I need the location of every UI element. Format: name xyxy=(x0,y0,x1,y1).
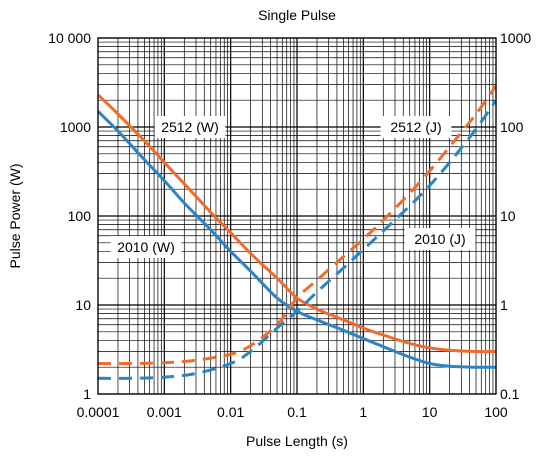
series-line-2512-j xyxy=(97,84,498,366)
annotations: 2512 (W) 2512 (J) 2010 (W) 2010 (J) xyxy=(110,116,476,258)
series-layer xyxy=(96,84,498,380)
annotation-box xyxy=(154,116,226,138)
x-tick-labels: 0.0001 0.001 0.01 0.1 1 10 100 xyxy=(77,404,508,420)
y2-tick-label: 1000 xyxy=(500,30,531,46)
y-tick-label: 1 xyxy=(83,386,91,402)
chart-title: Single Pulse xyxy=(258,7,336,23)
y2-tick-label: 100 xyxy=(500,119,524,135)
x-tick-label: 0.0001 xyxy=(77,404,120,420)
annotation-label: 2010 (J) xyxy=(414,231,465,247)
y2-tick-label: 1 xyxy=(500,297,508,313)
y-tick-label: 1000 xyxy=(60,119,91,135)
plot-frame xyxy=(97,37,497,395)
y2-tick-label: 10 xyxy=(500,208,516,224)
y-tick-label: 10 000 xyxy=(48,30,91,46)
x-tick-label: 0.1 xyxy=(287,404,307,420)
y-axis-label: Pulse Power (W) xyxy=(7,163,23,268)
annotation-label: 2512 (W) xyxy=(161,119,219,135)
annotation-box xyxy=(380,116,452,138)
y2-tick-label: 0.1 xyxy=(500,386,520,402)
x-tick-label: 100 xyxy=(484,404,508,420)
x-tick-label: 1 xyxy=(359,404,367,420)
x-tick-label: 10 xyxy=(422,404,438,420)
x-tick-label: 0.01 xyxy=(217,404,244,420)
y-tick-label: 10 xyxy=(75,297,91,313)
annotation-box xyxy=(404,228,476,250)
annotation-label: 2512 (J) xyxy=(390,119,441,135)
annotation-box xyxy=(110,236,182,258)
series-line-2010-j xyxy=(97,99,498,380)
x-tick-label: 0.001 xyxy=(147,404,182,420)
x-axis-label: Pulse Length (s) xyxy=(246,433,348,449)
y-tick-labels: 1 10 100 1000 10 000 xyxy=(48,30,91,402)
annotation-label: 2010 (W) xyxy=(117,239,175,255)
y2-tick-labels: 0.1 1 10 100 1000 xyxy=(500,30,531,402)
y-tick-label: 100 xyxy=(68,208,92,224)
